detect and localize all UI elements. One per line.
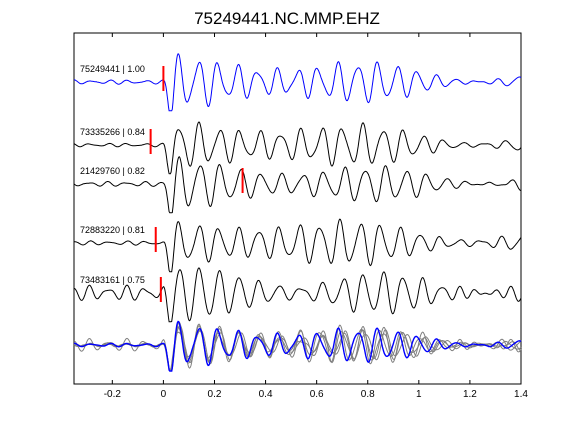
plot-area xyxy=(73,32,522,385)
x-tick-label: -0.2 xyxy=(104,389,122,400)
x-tick-label: 0.6 xyxy=(310,389,324,400)
x-tick-label: 1.2 xyxy=(463,389,477,400)
trace-73483161 xyxy=(73,267,522,323)
trace-72883220 xyxy=(73,218,522,273)
x-tick-label: 0.8 xyxy=(361,389,375,400)
x-tick-label: 0.2 xyxy=(208,389,222,400)
chart-title: 75249441.NC.MMP.EHZ xyxy=(194,9,380,28)
x-tick-label: 1.4 xyxy=(514,389,528,400)
trace-label: 75249441 | 1.00 xyxy=(80,64,145,74)
trace-73335266 xyxy=(73,121,522,175)
stacked-traces xyxy=(73,320,522,372)
trace-label: 72883220 | 0.81 xyxy=(80,225,145,235)
x-tick-label: 0.4 xyxy=(259,389,273,400)
x-axis: -0.2 0 0.2 0.4 0.6 0.8 1 1.2 1.4 xyxy=(104,33,528,400)
stack-trace-21429760 xyxy=(73,321,522,372)
x-tick-label: 0 xyxy=(161,389,167,400)
x-tick-label: 1 xyxy=(416,389,422,400)
stack-trace-72883220 xyxy=(73,324,522,372)
trace-label: 73483161 | 0.75 xyxy=(80,275,145,285)
trace-75249441 xyxy=(73,53,522,112)
trace-label: 21429760 | 0.82 xyxy=(80,166,145,176)
stack-trace-master xyxy=(73,320,522,372)
trace-group: 75249441 | 1.00 73335266 | 0.84 21429760 |… xyxy=(73,53,522,323)
trace-21429760 xyxy=(73,156,522,214)
trace-label: 73335266 | 0.84 xyxy=(80,127,145,137)
